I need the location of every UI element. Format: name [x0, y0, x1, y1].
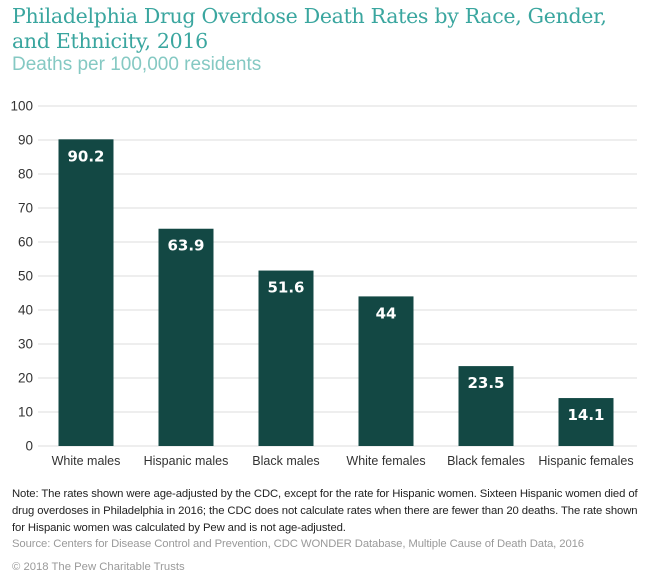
y-tick-label: 70: [18, 201, 33, 216]
y-tick-label: 30: [18, 337, 33, 352]
bar-value-label: 23.5: [467, 374, 504, 392]
y-tick-label: 100: [10, 99, 33, 114]
x-tick-label: Hispanic males: [144, 454, 229, 468]
x-tick-label: White females: [346, 454, 425, 468]
y-tick-label: 90: [18, 133, 33, 148]
x-tick-label: White males: [52, 454, 121, 468]
chart-source: Source: Centers for Disease Control and …: [12, 538, 584, 550]
y-tick-label: 40: [18, 303, 33, 318]
x-tick-label: Hispanic females: [538, 454, 633, 468]
bar-value-label: 63.9: [167, 237, 204, 255]
bar: [458, 366, 514, 446]
bar-value-label: 90.2: [67, 147, 104, 165]
chart-title: Philadelphia Drug Overdose Death Rates b…: [12, 4, 607, 53]
bar: [258, 270, 314, 446]
copyright: © 2018 The Pew Charitable Trusts: [12, 561, 185, 573]
y-tick-label: 0: [25, 439, 33, 454]
bar-chart: 0 10 20 30 40 50 60 70 80 90 100 90.2 63.9 51.6 44 23.…: [10, 99, 637, 468]
x-axis-ticks: White males Hispanic males Black males Whit…: [52, 454, 634, 468]
y-tick-label: 10: [18, 405, 33, 420]
bar: [58, 139, 114, 446]
y-axis-ticks: 0 10 20 30 40 50 60 70 80 90 100: [10, 99, 33, 454]
y-tick-label: 20: [18, 371, 33, 386]
y-tick-label: 60: [18, 235, 33, 250]
bar: [358, 296, 414, 446]
bar: [158, 228, 214, 446]
bar-value-label: 44: [376, 304, 397, 322]
chart-subtitle: Deaths per 100,000 residents: [12, 54, 262, 75]
gridlines: [38, 105, 637, 447]
bar-value-label: 51.6: [267, 279, 304, 297]
chart-note: Note: The rates shown were age-adjusted …: [12, 488, 638, 534]
y-tick-label: 50: [18, 269, 33, 284]
x-tick-label: Black males: [252, 454, 319, 468]
bar: [558, 398, 614, 446]
bars: 90.2 63.9 51.6 44 23.5 14.1: [58, 139, 614, 446]
bar-value-label: 14.1: [567, 406, 604, 424]
y-tick-label: 80: [18, 167, 33, 182]
x-tick-label: Black females: [447, 454, 525, 468]
